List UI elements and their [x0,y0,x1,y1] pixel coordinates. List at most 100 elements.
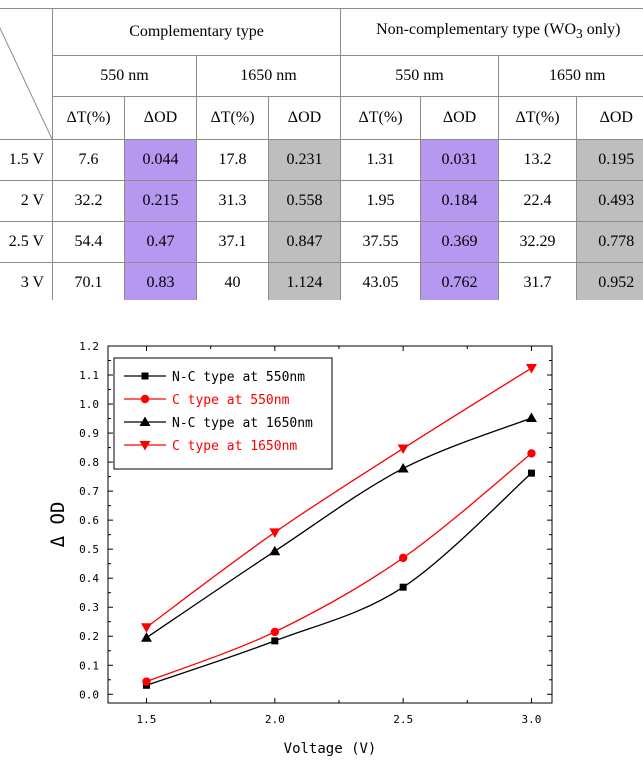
value-cell: 0.215 [124,180,197,222]
od-vs-voltage-chart: 0.0 0.1 0.2 0.3 0.4 0.5 0.6 0.7 0.8 0.9 1.0 1.1 1.2 … [0,340,643,763]
y-tick-label: 0.1 [79,659,99,672]
y-axis-label: Δ OD [47,502,69,548]
series-layer [140,364,537,689]
voltage-cell: 2 V [0,180,53,222]
value-cell: 13.2 [498,139,578,181]
legend-marker [140,394,150,404]
series-line [146,452,532,683]
value-cell: 0.558 [267,180,342,222]
group-header-complementary: Complementary type [51,8,342,56]
y-tick-label: 0.7 [79,485,99,498]
value-cell: 1.95 [340,180,422,222]
value-cell: 0.369 [420,221,500,263]
value-cell: 70.1 [52,262,125,300]
y-tick-label: 1.0 [79,398,99,411]
y-tick-label: 0.8 [79,456,99,469]
value-cell: 7.6 [52,139,125,181]
data-point [142,677,151,686]
group-header-noncomplementary-suffix: only) [582,21,621,39]
x-axis: 1.5 2.0 2.5 3.0 [137,346,542,726]
data-point [397,444,409,454]
group-header-noncomplementary-label: Non-complementary type (WO [376,21,577,39]
data-point [140,632,152,642]
data-point [269,545,281,556]
voltage-cell: 1.5 V [0,139,53,181]
value-cell: 0.47 [124,221,197,263]
value-cell: 31.7 [498,262,578,300]
value-cell: 0.762 [420,262,500,300]
legend-marker [139,441,151,451]
metric-header: ΔT(%) [340,96,422,140]
y-tick-label: 0.2 [79,630,99,643]
series-line [146,367,532,628]
value-cell: 0.778 [576,221,643,263]
x-tick-label: 2.5 [393,713,413,726]
metric-header: ΔOD [267,96,342,140]
value-cell: 40 [196,262,269,300]
y-tick-label: 0.9 [79,427,99,440]
table-row: 2.5 V 54.4 0.47 37.1 0.847 37.55 0.369 3… [0,221,643,263]
series-1 [142,449,536,686]
data-point [398,553,408,563]
value-cell: 0.184 [420,180,500,222]
metric-header: ΔT(%) [498,96,578,140]
value-cell: 1.31 [340,139,422,181]
x-tick-label: 3.0 [522,713,542,726]
series-2 [140,412,537,642]
x-tick-label: 2.0 [265,713,285,726]
wavelength-header: 1650 nm [498,55,643,97]
value-cell: 0.231 [267,139,342,181]
wavelength-header: 550 nm [52,55,197,97]
metric-header: ΔT(%) [196,96,269,140]
y-tick-label: 0.5 [79,543,99,556]
x-tick-label: 1.5 [137,713,157,726]
wavelength-header: 1650 nm [195,55,342,97]
table-corner-cell [0,8,53,140]
group-header-subscript: 3 [576,26,583,42]
value-cell: 1.124 [267,262,342,300]
table-row: 3 V 70.1 0.83 40 1.124 43.05 0.762 31.7 … [0,262,643,300]
metric-header: ΔOD [576,96,643,140]
y-tick-label: 1.2 [79,340,99,353]
value-cell: 37.1 [196,221,269,263]
y-tick-label: 0.0 [79,688,99,701]
value-cell: 0.031 [420,139,500,181]
group-header-noncomplementary: Non-complementary type (WO3 only) [340,8,643,56]
value-cell: 0.952 [576,262,643,300]
x-axis-label: Voltage (V) [284,741,377,757]
corner-diagonal [0,27,52,139]
metric-header: ΔT(%) [52,96,125,140]
value-cell: 17.8 [196,139,269,181]
legend-marker [139,416,151,426]
results-table-region: Complementary type Non-complementary typ… [0,0,643,300]
value-cell: 0.195 [576,139,643,181]
y-tick-label: 0.4 [79,572,99,585]
value-cell: 43.05 [340,262,422,300]
y-axis: 0.0 0.1 0.2 0.3 0.4 0.5 0.6 0.7 0.8 0.9 1.0 1.1 1.2 [79,340,552,701]
value-cell: 31.3 [196,180,269,222]
y-tick-label: 0.3 [79,601,99,614]
voltage-cell: 2.5 V [0,221,53,263]
value-cell: 54.4 [52,221,125,263]
value-cell: 0.044 [124,139,197,181]
voltage-cell: 3 V [0,262,53,300]
data-point [525,412,537,422]
legend-marker [141,372,149,380]
metric-header: ΔOD [124,96,197,140]
data-point [397,462,409,473]
legend-label: N-C type at 1650nm [172,416,313,431]
value-cell: 22.4 [498,180,578,222]
value-cell: 0.847 [267,221,342,263]
y-tick-label: 1.1 [79,369,99,382]
metric-header: ΔOD [420,96,500,140]
value-cell: 0.493 [576,180,643,222]
data-point [140,623,152,633]
wavelength-header: 550 nm [340,55,500,97]
value-cell: 32.2 [52,180,125,222]
data-point [527,469,535,477]
chart-svg: 0.00.10.20.30.40.50.60.70.80.91.01.11.2 … [47,340,553,757]
data-point [399,583,407,591]
y-tick-label: 0.6 [79,514,99,527]
legend-label: C type at 550nm [172,393,290,408]
series-line [146,417,532,639]
